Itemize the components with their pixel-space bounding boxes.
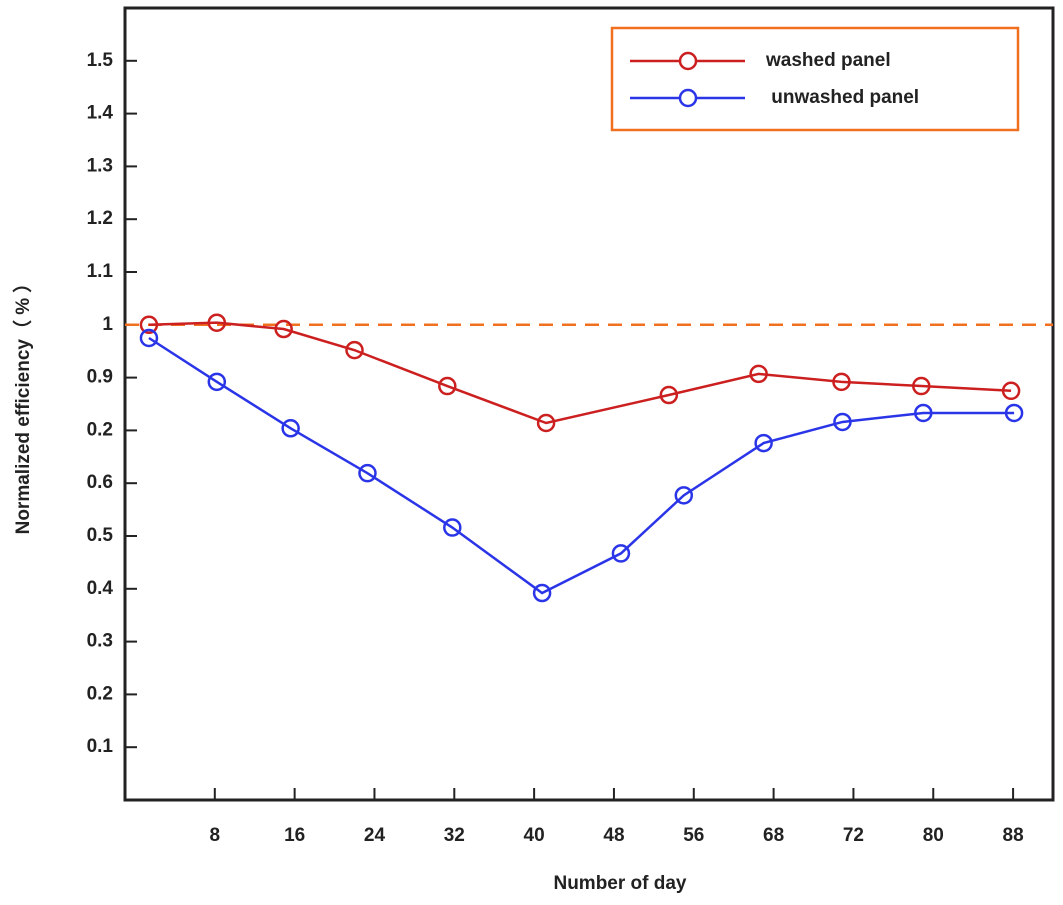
x-tick-label: 8 <box>210 825 221 846</box>
x-tick-label: 16 <box>284 825 305 846</box>
y-tick-label: 0.1 <box>87 736 114 757</box>
x-tick-label: 80 <box>923 825 944 846</box>
y-tick-label: 0.4 <box>87 578 114 599</box>
data-point <box>914 403 933 423</box>
data-point <box>345 340 364 360</box>
y-tick-label: 0.2 <box>87 683 113 704</box>
data-point <box>274 319 293 339</box>
data-point <box>207 372 227 392</box>
data-point <box>443 518 462 537</box>
x-tick-label: 68 <box>763 825 784 846</box>
y-tick-label: 0.5 <box>87 525 114 546</box>
x-tick-label: 48 <box>603 825 624 846</box>
data-point <box>281 419 300 438</box>
series-line <box>148 336 1015 595</box>
x-axis-label: Number of day <box>553 873 686 894</box>
data-point <box>833 412 852 432</box>
y-tick-label: 0.9 <box>87 367 113 388</box>
data-point <box>611 544 631 563</box>
legend-label: washed panel <box>765 50 891 71</box>
y-tick-label: 0.3 <box>87 631 113 652</box>
y-axis-label: Normalized efficiency（ % ） <box>11 274 34 535</box>
x-tick-label: 40 <box>524 825 545 846</box>
data-point <box>749 364 768 384</box>
legend-marker <box>678 51 698 71</box>
y-tick-label: 1.3 <box>87 155 113 176</box>
data-point <box>536 413 556 433</box>
legend-box <box>610 26 1020 132</box>
data-point <box>754 433 773 453</box>
data-point <box>207 313 227 332</box>
y-tick-label: 1.5 <box>87 50 114 71</box>
x-tick-label: 24 <box>364 825 386 846</box>
x-tick-label: 88 <box>1003 825 1024 846</box>
y-tick-label: 0.6 <box>87 472 113 493</box>
data-point <box>832 372 851 392</box>
data-point <box>532 583 552 603</box>
plot-frame <box>123 6 1055 802</box>
data-point <box>358 463 377 483</box>
data-point <box>659 385 679 405</box>
legend-marker <box>678 88 698 108</box>
x-tick-label: 56 <box>683 825 704 846</box>
x-tick-label: 32 <box>444 825 465 846</box>
y-tick-label: 1.1 <box>87 261 114 282</box>
data-point <box>139 315 159 335</box>
y-tick-label: 0.2 <box>87 419 113 440</box>
data-point <box>912 376 931 396</box>
y-tick-label: 1 <box>102 314 113 335</box>
data-point <box>438 376 457 396</box>
data-point <box>1001 381 1021 401</box>
data-point <box>1004 403 1024 423</box>
x-tick-label: 72 <box>843 825 864 846</box>
data-point <box>139 328 159 348</box>
y-tick-label: 1.4 <box>87 103 114 124</box>
data-point <box>674 486 694 505</box>
y-tick-label: 1.2 <box>87 208 113 229</box>
legend-label: unwashed panel <box>766 87 919 108</box>
series-line <box>148 321 1012 425</box>
